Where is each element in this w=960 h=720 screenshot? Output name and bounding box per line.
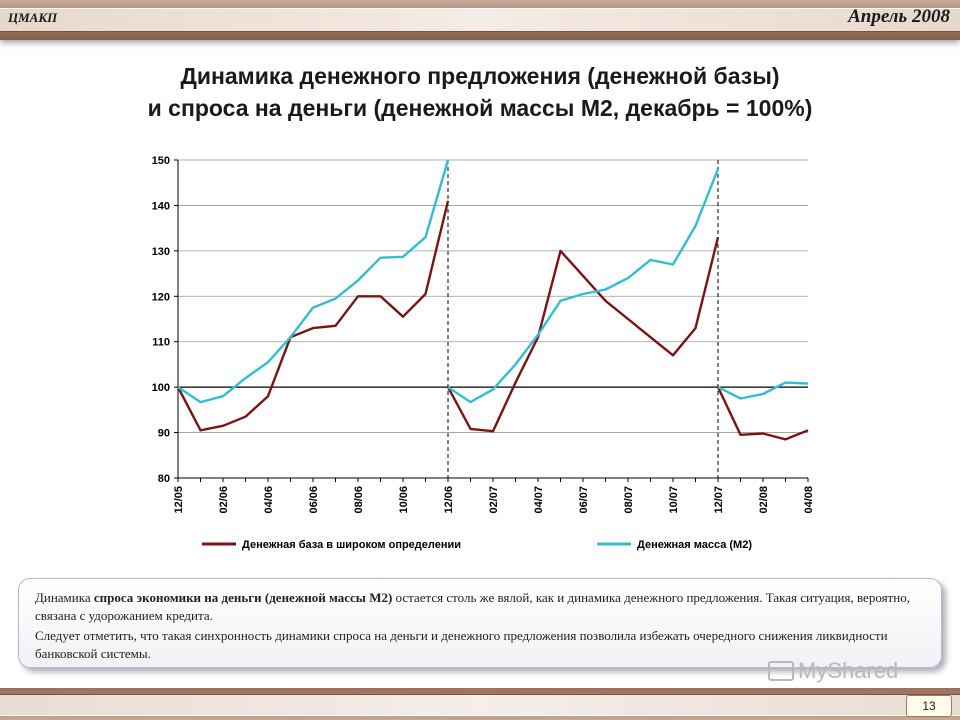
y-tick-label: 80 <box>158 473 170 485</box>
bottom-banner <box>0 688 960 720</box>
x-tick-label: 04/06 <box>263 486 275 514</box>
x-tick-label: 04/07 <box>533 486 545 514</box>
x-tick-label: 04/08 <box>803 486 815 514</box>
x-tick-label: 02/07 <box>488 486 500 514</box>
y-tick-label: 120 <box>152 291 170 303</box>
y-tick-label: 130 <box>152 246 170 258</box>
legend-label: Денежная масса (М2) <box>637 539 752 551</box>
slide-title-line-2: и спроса на деньги (денежной массы М2, д… <box>147 95 813 121</box>
plot-area <box>178 160 808 478</box>
x-tick-label: 06/06 <box>308 486 320 514</box>
top-banner-strip <box>0 8 960 32</box>
y-tick-label: 150 <box>152 155 170 167</box>
commentary-rest: остается столь же вялой, как и динамика … <box>35 590 910 623</box>
commentary-box: Динамика спроса экономики на деньги (ден… <box>18 578 942 668</box>
x-tick-label: 08/07 <box>623 486 635 514</box>
report-date: Апрель 2008 <box>848 6 950 27</box>
m2-money-supply-line <box>717 381 809 400</box>
m2-money-supply-line <box>447 168 720 404</box>
y-tick-label: 90 <box>158 428 170 440</box>
commentary-paragraph-1: Динамика спроса экономики на деньги (ден… <box>35 589 925 625</box>
x-tick-label: 12/06 <box>443 486 455 514</box>
y-tick-label: 110 <box>152 337 170 349</box>
x-tick-label: 12/07 <box>713 486 725 514</box>
x-tick-label: 10/07 <box>668 486 680 514</box>
x-tick-label: 10/06 <box>398 486 410 514</box>
page-number: 13 <box>906 695 952 717</box>
bottom-banner-strip <box>0 694 960 716</box>
x-tick-label: 08/06 <box>353 486 365 514</box>
legend-label: Денежная база в широком определении <box>242 539 461 551</box>
watermark-text: MyShared <box>798 658 899 683</box>
watermark: MyShared <box>768 658 898 684</box>
commentary-paragraph-2: Следует отметить, что такая синхронность… <box>35 628 888 661</box>
y-tick-label: 140 <box>152 200 170 212</box>
commentary-emphasis: спроса экономики на деньги (денежной мас… <box>93 590 393 605</box>
m2-money-supply-line <box>177 159 450 404</box>
monetary-base-line <box>176 200 450 432</box>
x-tick-label: 06/07 <box>578 486 590 514</box>
x-tick-label: 02/06 <box>218 486 230 514</box>
x-tick-label: 02/08 <box>758 486 770 514</box>
x-tick-label: 12/05 <box>173 486 185 514</box>
top-banner: ЦМАКП Апрель 2008 <box>0 0 960 40</box>
commentary-prefix: Динамика <box>35 590 94 605</box>
monetary-base-line <box>446 236 720 433</box>
monetary-base-line <box>716 386 809 441</box>
slide-title: Динамика денежного предложения (денежной… <box>40 60 920 124</box>
presentation-icon <box>768 661 794 681</box>
y-tick-label: 100 <box>152 382 170 394</box>
organization-label: ЦМАКП <box>8 10 58 25</box>
slide-title-line-1: Динамика денежного предложения (денежной… <box>180 63 780 89</box>
